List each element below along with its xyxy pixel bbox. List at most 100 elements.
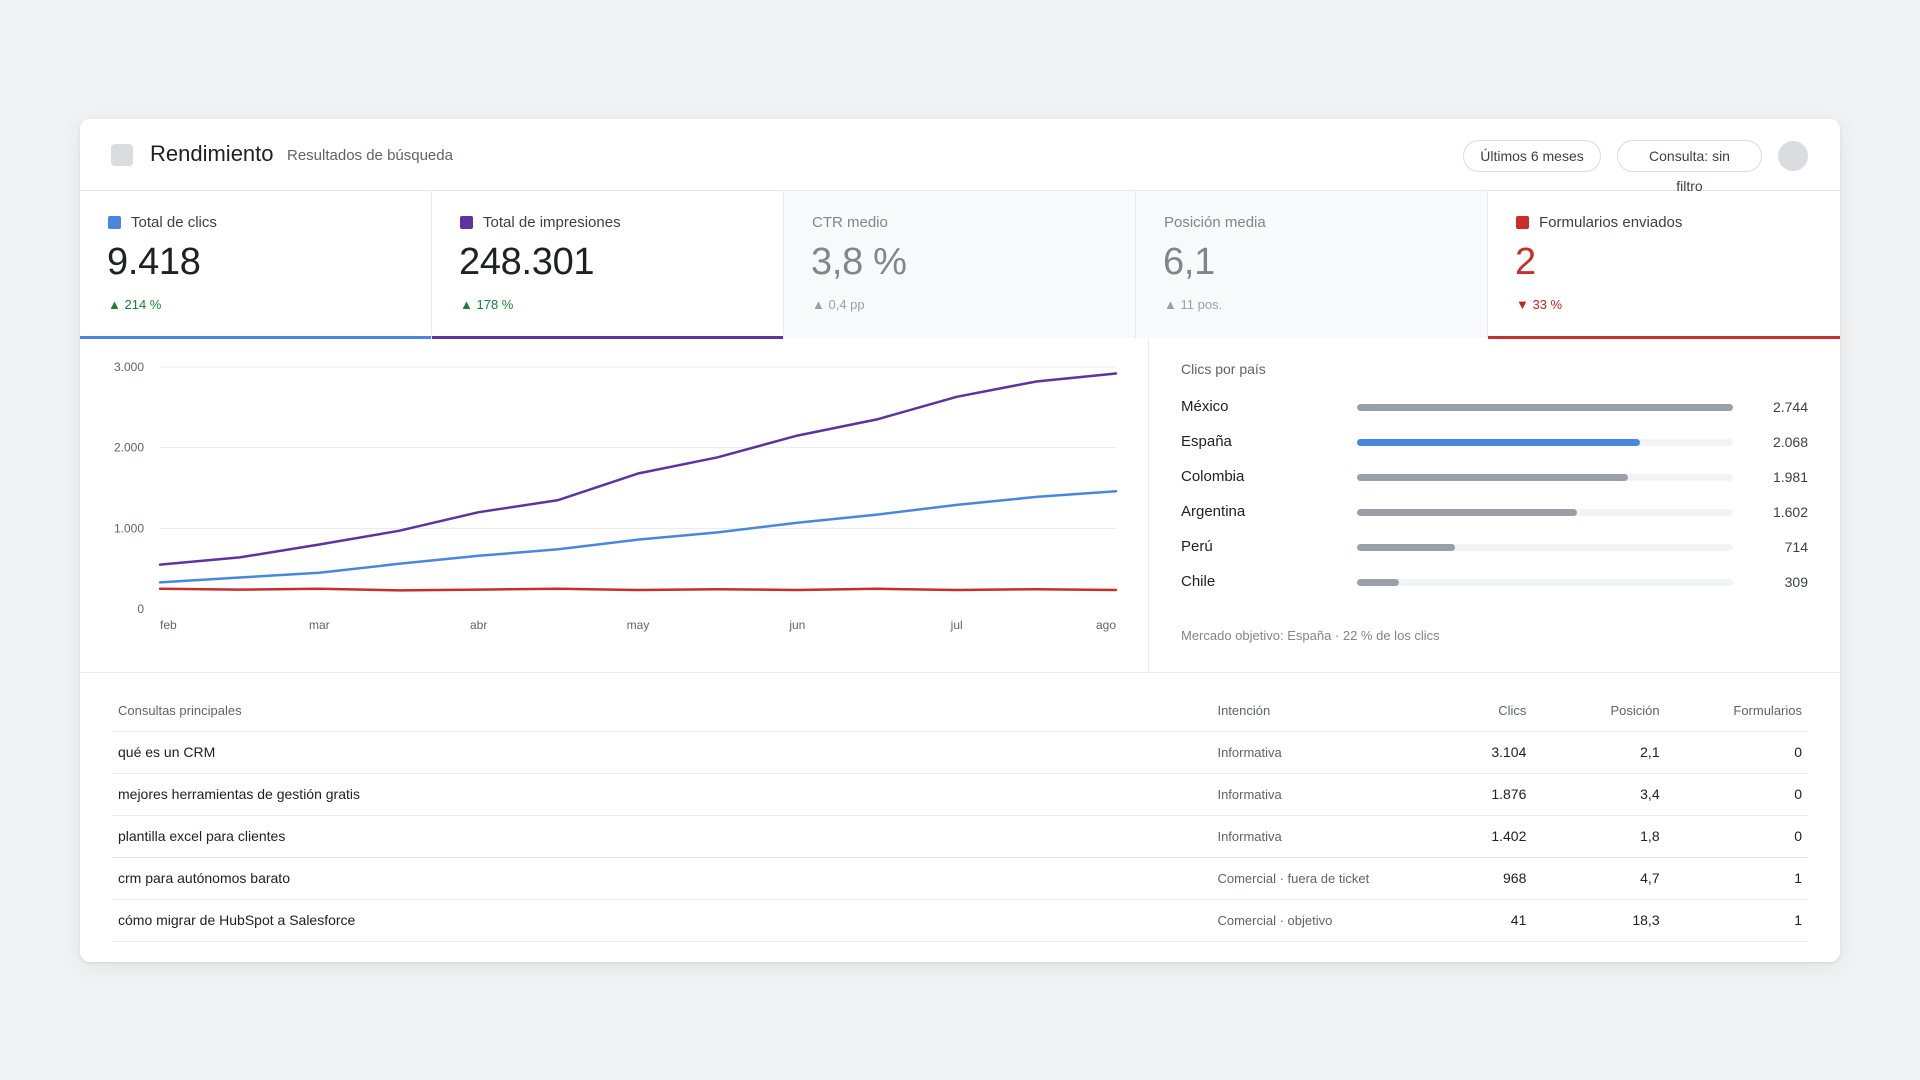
intent-cell: Comercial · fuera de ticket: [1211, 857, 1445, 900]
query-cell: cómo migrar de HubSpot a Salesforce: [112, 899, 1212, 942]
avatar[interactable]: [1778, 141, 1808, 171]
x-tick-label: jul: [950, 618, 963, 632]
country-value: 1.602: [1772, 504, 1808, 520]
country-name: Chile: [1181, 573, 1216, 590]
country-value: 2.068: [1772, 434, 1808, 450]
position-cell: 3,4: [1532, 773, 1666, 816]
query-cell: qué es un CRM: [112, 731, 1212, 774]
x-tick-label: may: [627, 618, 650, 632]
clicks-swatch-icon: [108, 216, 121, 229]
metric-active-underline: [80, 336, 431, 339]
metric-value: 9.418: [107, 241, 201, 283]
column-header-forms[interactable]: Formularios: [1665, 690, 1808, 732]
y-tick-label: 0: [137, 602, 144, 616]
query-cell: mejores herramientas de gestión gratis: [112, 773, 1212, 816]
page-title: Rendimiento: [150, 141, 274, 166]
country-value: 309: [1784, 574, 1808, 590]
performance-card: Rendimiento Resultados de búsqueda Últim…: [80, 119, 1840, 962]
y-tick-label: 3.000: [114, 360, 144, 374]
country-row[interactable]: España 2.068: [1149, 431, 1840, 455]
performance-chart: 0 1.000 2.000 3.000 feb mar abr may jun jul ago: [80, 338, 1149, 672]
metric-value: 248.301: [459, 241, 595, 283]
country-name: Colombia: [1181, 468, 1245, 485]
country-panel: Clics por país México 2.744 España 2.068 Col…: [1149, 338, 1840, 672]
position-cell: 18,3: [1532, 899, 1666, 942]
metric-delta: ▲ 11 pos.: [1164, 297, 1223, 312]
card-header: Rendimiento Resultados de búsqueda Últim…: [80, 119, 1840, 194]
country-panel-footer: Mercado objetivo: España · 22 % de los c…: [1181, 628, 1440, 643]
country-value: 1.981: [1772, 469, 1808, 485]
country-bar: [1357, 509, 1577, 516]
query-filter-button[interactable]: Consulta: sin filtro: [1617, 140, 1762, 194]
metric-value: 3,8 %: [811, 241, 907, 283]
clicks-cell: 3.104: [1444, 731, 1533, 774]
column-header-clicks[interactable]: Clics: [1444, 690, 1533, 732]
position-cell: 1,8: [1532, 815, 1666, 858]
country-name: España: [1181, 433, 1232, 450]
metric-tile-impressions[interactable]: Total de impresiones 248.301 ▲ 178 %: [432, 191, 784, 339]
series-line-0: [158, 372, 1118, 566]
metric-label: CTR medio: [812, 214, 888, 231]
country-value: 2.744: [1772, 399, 1808, 415]
country-bar-track: [1357, 579, 1733, 586]
table-row[interactable]: qué es un CRM Informativa 3.104 2,1 0: [112, 731, 1808, 774]
clicks-cell: 1.876: [1444, 773, 1533, 816]
country-bar-track: [1357, 544, 1733, 551]
country-bar: [1357, 579, 1400, 586]
metric-value: 2: [1515, 241, 1536, 283]
page-subtitle: Resultados de búsqueda: [287, 147, 453, 164]
series-line-2: [158, 587, 1118, 592]
country-row[interactable]: México 2.744: [1149, 396, 1840, 420]
country-bar: [1357, 544, 1455, 551]
table-row[interactable]: cómo migrar de HubSpot a Salesforce Come…: [112, 899, 1808, 942]
forms-cell: 0: [1665, 815, 1808, 858]
metric-label: Formularios enviados: [1539, 214, 1683, 231]
forms-cell: 0: [1665, 731, 1808, 774]
column-header-query[interactable]: Consultas principales: [112, 690, 1212, 732]
forms-cell: 1: [1665, 899, 1808, 942]
metric-label: Total de clics: [131, 214, 217, 231]
y-tick-label: 1.000: [114, 521, 144, 535]
date-range-filter-button[interactable]: Últimos 6 meses: [1463, 140, 1601, 172]
country-row[interactable]: Argentina 1.602: [1149, 501, 1840, 525]
column-header-position[interactable]: Posición: [1532, 690, 1666, 732]
clicks-cell: 1.402: [1444, 815, 1533, 858]
country-name: Perú: [1181, 538, 1213, 555]
metric-tile-position[interactable]: Posición media 6,1 ▲ 11 pos.: [1136, 191, 1488, 338]
metric-tiles: Total de clics 9.418 ▲ 214 % Total de im…: [80, 191, 1840, 339]
table-row[interactable]: crm para autónomos barato Comercial · fu…: [112, 857, 1808, 900]
metric-active-underline: [432, 336, 783, 339]
x-tick-label: ago: [1096, 618, 1116, 632]
table-row[interactable]: mejores herramientas de gestión gratis I…: [112, 773, 1808, 816]
country-row[interactable]: Perú 714: [1149, 536, 1840, 560]
query-cell: crm para autónomos barato: [112, 857, 1212, 900]
country-bar-track: [1357, 509, 1733, 516]
metric-delta: ▼ 33 %: [1516, 297, 1563, 312]
intent-cell: Informativa: [1211, 731, 1445, 774]
metric-value: 6,1: [1163, 241, 1215, 283]
x-tick-label: feb: [160, 618, 177, 632]
country-panel-title: Clics por país: [1181, 361, 1266, 377]
country-bar: [1357, 474, 1629, 481]
forms-cell: 0: [1665, 773, 1808, 816]
x-tick-label: abr: [470, 618, 487, 632]
column-header-intent[interactable]: Intención: [1211, 690, 1445, 732]
product-logo-icon: [111, 144, 133, 166]
query-cell: plantilla excel para clientes: [112, 815, 1212, 858]
metric-tile-clicks[interactable]: Total de clics 9.418 ▲ 214 %: [80, 191, 432, 339]
country-name: México: [1181, 398, 1229, 415]
table-row[interactable]: plantilla excel para clientes Informativ…: [112, 815, 1808, 858]
intent-cell: Comercial · objetivo: [1211, 899, 1445, 942]
country-bar-track: [1357, 474, 1733, 481]
top-queries-section: Consultas principales Intención Clics Po…: [80, 672, 1840, 962]
metric-delta: ▲ 178 %: [460, 297, 514, 312]
metric-tile-ctr[interactable]: CTR medio 3,8 % ▲ 0,4 pp: [784, 191, 1136, 338]
country-value: 714: [1784, 539, 1808, 555]
position-cell: 2,1: [1532, 731, 1666, 774]
country-bar-track: [1357, 404, 1733, 411]
forms-cell: 1: [1665, 857, 1808, 900]
country-bar: [1357, 404, 1733, 411]
country-row[interactable]: Colombia 1.981: [1149, 466, 1840, 490]
country-row[interactable]: Chile 309: [1149, 571, 1840, 595]
metric-tile-forms[interactable]: Formularios enviados 2 ▼ 33 %: [1488, 191, 1840, 339]
